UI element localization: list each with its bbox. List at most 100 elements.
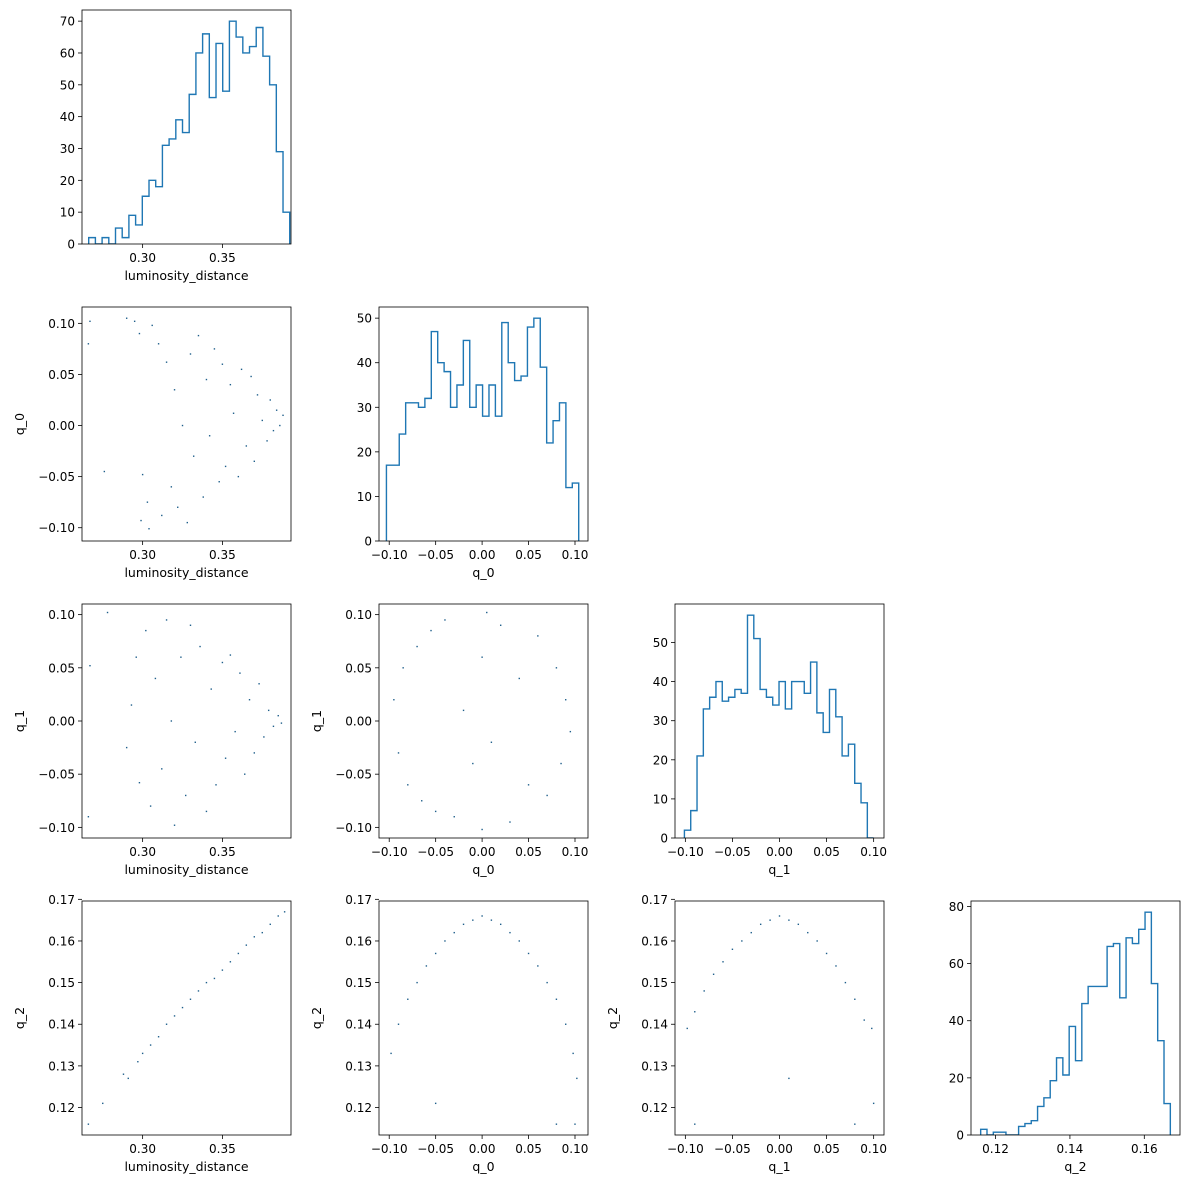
plot-area <box>87 911 286 1125</box>
scatter-point <box>213 348 216 350</box>
histogram-bin <box>489 385 495 541</box>
plot-area <box>393 611 572 831</box>
x-axis-label: q_1 <box>768 1159 790 1174</box>
histogram-bin <box>1057 1058 1063 1135</box>
x-tick-label: 0.05 <box>813 845 840 859</box>
plot-area <box>87 317 284 530</box>
histogram-bin <box>572 483 578 541</box>
histogram-bin <box>1050 1081 1056 1135</box>
histogram-bin <box>270 85 277 244</box>
histogram-bin <box>993 1132 999 1135</box>
axes-frame <box>81 900 292 1136</box>
histogram-bin <box>457 385 463 541</box>
scatter-point <box>269 923 271 926</box>
y-tick-label: 0.00 <box>48 715 75 729</box>
scatter-point <box>161 768 163 770</box>
scatter-point <box>694 1011 696 1013</box>
scatter-point <box>125 317 128 319</box>
histogram-bin <box>1000 1132 1006 1135</box>
scatter-point <box>253 752 256 754</box>
scatter-point <box>518 940 520 942</box>
scatter-point <box>133 320 136 323</box>
plot-area <box>390 915 578 1125</box>
histogram-step <box>683 614 874 838</box>
histogram-bin <box>189 94 196 244</box>
scatter-point <box>282 414 284 417</box>
y-axis-label: q_0 <box>12 413 27 435</box>
histogram-bin <box>476 385 482 541</box>
histogram-bin <box>747 615 753 838</box>
y-tick-label: −0.05 <box>38 768 75 782</box>
scatter-point <box>89 664 91 667</box>
y-tick-label: −0.05 <box>38 470 75 484</box>
scatter-point <box>555 998 558 1000</box>
histogram-bin <box>1126 938 1132 1135</box>
scatter-point <box>170 720 173 722</box>
histogram-bin <box>236 37 243 244</box>
histogram-bin <box>547 443 553 541</box>
scatter-point <box>165 619 168 621</box>
x-tick-label: 0.00 <box>766 845 793 859</box>
scatter-point <box>816 940 818 942</box>
scatter-point <box>141 473 144 476</box>
x-tick-label: 0.10 <box>562 1142 589 1156</box>
scatter-point <box>192 455 195 457</box>
histogram-bin <box>1151 984 1157 1135</box>
histogram-bin <box>785 709 791 838</box>
y-tick-label: 30 <box>60 142 75 156</box>
x-tick-label: 0.35 <box>209 251 236 265</box>
scatter-point <box>416 981 418 984</box>
scatter-point <box>825 952 828 955</box>
histogram-bin <box>534 318 540 541</box>
scatter-point <box>261 419 263 422</box>
scatter-point <box>280 722 283 724</box>
histogram-bin <box>418 407 424 541</box>
x-tick-label: 0.12 <box>982 1142 1009 1156</box>
scatter-point <box>871 1027 873 1030</box>
scatter-point <box>87 816 90 818</box>
scatter-point <box>229 654 232 656</box>
histogram-bin <box>1132 944 1138 1135</box>
histogram-bin <box>1025 1124 1031 1135</box>
x-axis-label: luminosity_distance <box>124 862 248 877</box>
histogram-step <box>979 911 1172 1135</box>
scatter-point <box>232 412 235 414</box>
panel-scatter_q_0_vs_luminosity_distance: 0.30 0.35 −0.10 −0.05 0.00 0.05 0.10 luminosity… <box>12 306 292 580</box>
histogram-bin <box>149 180 156 244</box>
scatter-point <box>135 656 137 658</box>
y-tick-label: 0.13 <box>641 1059 668 1073</box>
y-axis-label: q_2 <box>605 1007 620 1029</box>
scatter-point <box>686 1027 688 1030</box>
scatter-point <box>197 990 200 992</box>
histogram-bin <box>697 756 703 838</box>
scatter-point <box>141 1052 144 1055</box>
scatter-point <box>189 998 192 1000</box>
histogram-bin <box>559 403 565 541</box>
histogram-bin <box>798 682 804 838</box>
scatter-point <box>218 481 220 483</box>
plot-area <box>385 317 580 541</box>
histogram-bin <box>1107 946 1113 1135</box>
panel-scatter_q_1_vs_q_0: −0.10 −0.05 0.00 0.05 0.10 −0.10 −0.05 0.00 0.05… <box>309 603 589 877</box>
scatter-point <box>165 361 168 363</box>
scatter-point <box>189 624 192 626</box>
axes-frame <box>81 9 292 245</box>
scatter-point <box>173 1015 176 1017</box>
histogram-bin <box>811 662 817 838</box>
histogram-bin <box>1044 1098 1050 1135</box>
y-tick-label: 0.17 <box>641 893 668 907</box>
y-tick-label: 0 <box>660 832 668 846</box>
x-axis-label: q_0 <box>472 862 494 877</box>
histogram-bin <box>710 697 716 838</box>
histogram-bin <box>283 212 290 244</box>
x-tick-label: 0.16 <box>1131 1142 1158 1156</box>
y-tick-label: −0.10 <box>38 521 75 535</box>
scatter-point <box>453 816 455 818</box>
y-tick-label: 0.17 <box>345 893 372 907</box>
histogram-bin <box>1101 986 1107 1135</box>
scatter-point <box>127 1077 129 1080</box>
x-axis-label: q_0 <box>472 1159 494 1174</box>
scatter-point <box>393 699 395 701</box>
scatter-point <box>186 521 188 524</box>
histogram-bin <box>855 783 861 838</box>
